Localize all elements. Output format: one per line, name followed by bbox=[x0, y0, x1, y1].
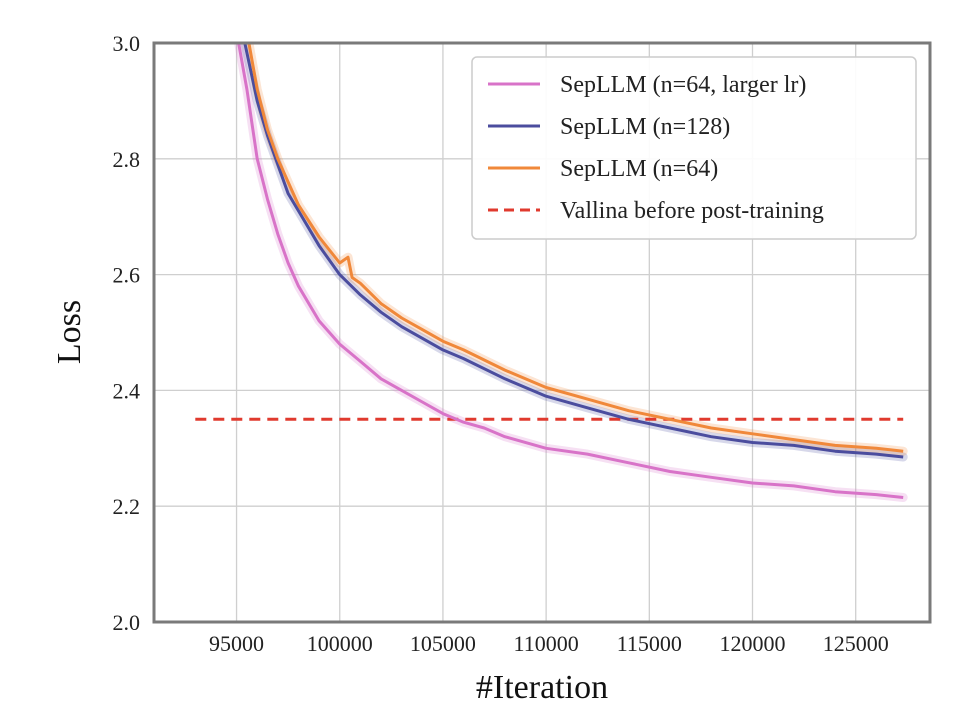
x-tick-label: 95000 bbox=[209, 631, 264, 656]
legend-label-0: SepLLM (n=64, larger lr) bbox=[560, 72, 806, 98]
series-layer bbox=[195, 43, 908, 502]
y-axis-title: Loss bbox=[51, 300, 88, 364]
legend-box bbox=[471, 56, 917, 240]
plot-frame bbox=[152, 41, 932, 624]
x-tick-label: 120000 bbox=[720, 631, 786, 656]
x-tick-label: 100000 bbox=[307, 631, 373, 656]
x-axis-title: #Iteration bbox=[476, 669, 608, 706]
series-line-0 bbox=[237, 43, 904, 499]
x-tick-label: 110000 bbox=[514, 631, 579, 656]
x-tick-labels: 95000 100000 105000 110000 115000 120000 12500… bbox=[209, 631, 889, 656]
y-tick-label: 2.6 bbox=[113, 263, 141, 288]
y-tick-label: 2.4 bbox=[113, 378, 141, 403]
y-tick-labels: 2.0 2.2 2.4 2.6 2.8 3.0 bbox=[113, 31, 141, 635]
x-tick-label: 125000 bbox=[823, 631, 889, 656]
y-tick-label: 2.8 bbox=[113, 147, 141, 172]
legend-label-1: SepLLM (n=128) bbox=[560, 114, 730, 140]
y-tick-label: 2.0 bbox=[113, 610, 141, 635]
legend-label-3: Vallina before post-training bbox=[560, 198, 824, 224]
x-tick-label: 105000 bbox=[410, 631, 476, 656]
y-tick-label: 3.0 bbox=[113, 31, 141, 56]
y-tick-label: 2.2 bbox=[113, 494, 141, 519]
legend: SepLLM (n=64, larger lr) SepLLM (n=128) Se… bbox=[471, 56, 917, 240]
series-line-1 bbox=[243, 43, 904, 459]
legend-label-2: SepLLM (n=64) bbox=[560, 156, 718, 182]
series-line-2 bbox=[247, 43, 904, 453]
x-tick-label: 115000 bbox=[617, 631, 682, 656]
